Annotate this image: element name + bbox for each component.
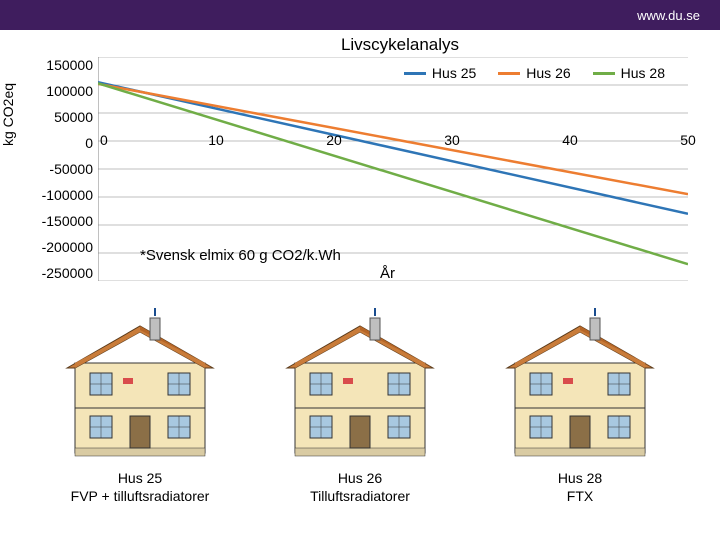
y-tick: 100000 [30,83,93,99]
y-tick: 0 [30,135,93,151]
series-line [98,83,688,264]
header-url: www.du.se [637,8,700,23]
house-title: Hus 28 [495,470,665,486]
house-block-h28: Hus 28 FTX [495,308,665,504]
house-icon [55,308,225,463]
x-ticks: 0 10 20 30 40 50 [98,132,710,150]
y-tick: -200000 [30,239,93,255]
house-block-h25: Hus 25 FVP + tilluftsradiatorer [55,308,225,504]
y-tick: -250000 [30,265,93,281]
y-tick: 150000 [30,57,93,73]
house-title: Hus 26 [275,470,445,486]
x-tick: 20 [326,132,342,148]
y-tick: -150000 [30,213,93,229]
y-ticks: 150000 100000 50000 0 -50000 -100000 -150000 -2… [30,57,98,281]
house-row: Hus 25 FVP + tilluftsradiatorer Hus 26 Til… [10,308,710,504]
main-content: Livscykelanalys kg CO2eq Hus 25Hus 26Hus… [0,30,720,504]
house-subtitle: FTX [495,488,665,504]
house-subtitle: Tilluftsradiatorer [275,488,445,504]
house-title: Hus 25 [55,470,225,486]
y-axis-label: kg CO2eq [0,82,16,145]
x-tick: 10 [208,132,224,148]
x-tick: 0 [100,132,108,148]
x-tick: 40 [562,132,578,148]
y-tick: -100000 [30,187,93,203]
house-icon [275,308,445,463]
x-axis-label: År [380,265,395,282]
x-tick: 50 [680,132,696,148]
house-block-h26: Hus 26 Tilluftsradiatorer [275,308,445,504]
plot-wrapper: 150000 100000 50000 0 -50000 -100000 -150000 -2… [30,57,710,281]
annotation-text: *Svensk elmix 60 g CO2/k.Wh [140,247,341,264]
y-tick: 50000 [30,109,93,125]
top-header: www.du.se [0,0,720,30]
chart-title: Livscykelanalys [90,35,710,55]
y-tick: -50000 [30,161,93,177]
house-subtitle: FVP + tilluftsradiatorer [55,488,225,504]
chart-area: Livscykelanalys kg CO2eq Hus 25Hus 26Hus… [10,35,710,300]
house-icon [495,308,665,463]
x-tick: 30 [444,132,460,148]
